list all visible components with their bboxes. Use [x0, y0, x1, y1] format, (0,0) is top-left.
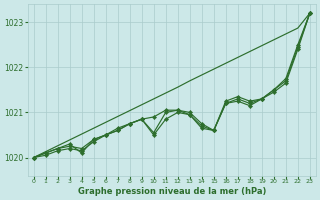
X-axis label: Graphe pression niveau de la mer (hPa): Graphe pression niveau de la mer (hPa)	[77, 187, 266, 196]
